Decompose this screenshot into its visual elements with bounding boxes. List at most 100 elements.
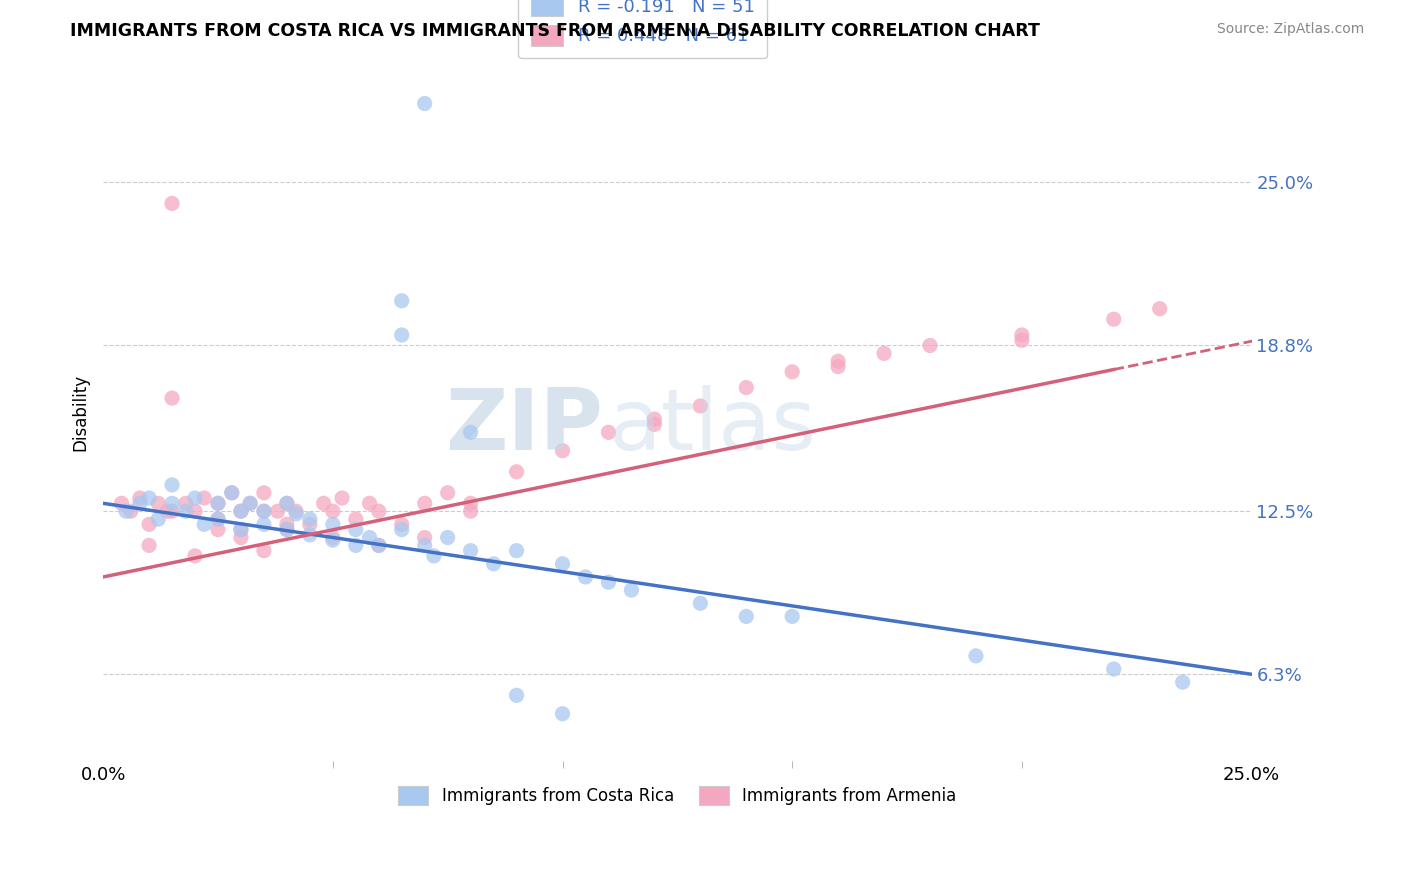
Point bbox=[253, 543, 276, 558]
Point bbox=[322, 517, 344, 532]
Point bbox=[643, 412, 665, 426]
Point bbox=[505, 543, 527, 558]
Point bbox=[267, 504, 290, 518]
Point bbox=[115, 504, 138, 518]
Point bbox=[423, 549, 446, 563]
Point bbox=[138, 517, 160, 532]
Point bbox=[482, 557, 505, 571]
Point bbox=[413, 531, 436, 545]
Point bbox=[1171, 675, 1194, 690]
Point bbox=[156, 504, 179, 518]
Point bbox=[312, 496, 335, 510]
Point bbox=[276, 496, 298, 510]
Point bbox=[221, 485, 243, 500]
Point bbox=[551, 706, 574, 721]
Point bbox=[460, 496, 482, 510]
Point bbox=[918, 338, 941, 352]
Point bbox=[1011, 328, 1033, 343]
Point bbox=[359, 531, 381, 545]
Point bbox=[505, 689, 527, 703]
Point bbox=[239, 496, 262, 510]
Point bbox=[391, 293, 413, 308]
Point bbox=[322, 531, 344, 545]
Point bbox=[873, 346, 896, 360]
Point bbox=[110, 496, 132, 510]
Point bbox=[285, 504, 308, 518]
Point bbox=[298, 512, 321, 526]
Point bbox=[780, 365, 803, 379]
Point bbox=[505, 465, 527, 479]
Point bbox=[207, 512, 229, 526]
Point bbox=[193, 491, 215, 505]
Point bbox=[780, 609, 803, 624]
Point bbox=[276, 523, 298, 537]
Point bbox=[160, 391, 183, 405]
Point bbox=[229, 523, 252, 537]
Point bbox=[148, 496, 170, 510]
Point bbox=[1102, 662, 1125, 676]
Point bbox=[138, 491, 160, 505]
Point bbox=[460, 504, 482, 518]
Point bbox=[1102, 312, 1125, 326]
Point bbox=[322, 533, 344, 548]
Point bbox=[367, 504, 389, 518]
Point bbox=[174, 496, 197, 510]
Legend: Immigrants from Costa Rica, Immigrants from Armenia: Immigrants from Costa Rica, Immigrants f… bbox=[388, 776, 966, 815]
Point bbox=[413, 96, 436, 111]
Point bbox=[460, 425, 482, 440]
Point bbox=[391, 523, 413, 537]
Point bbox=[735, 609, 758, 624]
Point bbox=[174, 504, 197, 518]
Point bbox=[285, 507, 308, 521]
Point bbox=[148, 512, 170, 526]
Point bbox=[344, 523, 367, 537]
Point bbox=[598, 575, 620, 590]
Point bbox=[598, 425, 620, 440]
Point bbox=[276, 496, 298, 510]
Point bbox=[160, 478, 183, 492]
Point bbox=[965, 648, 987, 663]
Point bbox=[827, 354, 849, 368]
Text: Source: ZipAtlas.com: Source: ZipAtlas.com bbox=[1216, 22, 1364, 37]
Point bbox=[184, 504, 207, 518]
Point bbox=[229, 523, 252, 537]
Point bbox=[298, 528, 321, 542]
Point bbox=[193, 517, 215, 532]
Point bbox=[1149, 301, 1171, 316]
Point bbox=[253, 504, 276, 518]
Point bbox=[207, 496, 229, 510]
Point bbox=[344, 538, 367, 552]
Point bbox=[276, 523, 298, 537]
Text: atlas: atlas bbox=[609, 385, 817, 468]
Text: ZIP: ZIP bbox=[444, 385, 603, 468]
Point bbox=[643, 417, 665, 432]
Point bbox=[735, 381, 758, 395]
Point bbox=[207, 512, 229, 526]
Point bbox=[184, 491, 207, 505]
Point bbox=[689, 399, 711, 413]
Point bbox=[207, 523, 229, 537]
Point bbox=[574, 570, 596, 584]
Point bbox=[391, 328, 413, 343]
Point bbox=[344, 512, 367, 526]
Point bbox=[436, 485, 458, 500]
Point bbox=[138, 538, 160, 552]
Point bbox=[253, 485, 276, 500]
Point bbox=[827, 359, 849, 374]
Point bbox=[330, 491, 353, 505]
Point bbox=[253, 504, 276, 518]
Point bbox=[367, 538, 389, 552]
Point bbox=[1011, 333, 1033, 347]
Point bbox=[160, 196, 183, 211]
Point bbox=[322, 504, 344, 518]
Point bbox=[229, 531, 252, 545]
Point bbox=[276, 517, 298, 532]
Point bbox=[298, 517, 321, 532]
Point bbox=[620, 583, 643, 598]
Point bbox=[413, 496, 436, 510]
Point bbox=[207, 496, 229, 510]
Point bbox=[229, 504, 252, 518]
Point bbox=[413, 538, 436, 552]
Point bbox=[221, 485, 243, 500]
Point bbox=[551, 557, 574, 571]
